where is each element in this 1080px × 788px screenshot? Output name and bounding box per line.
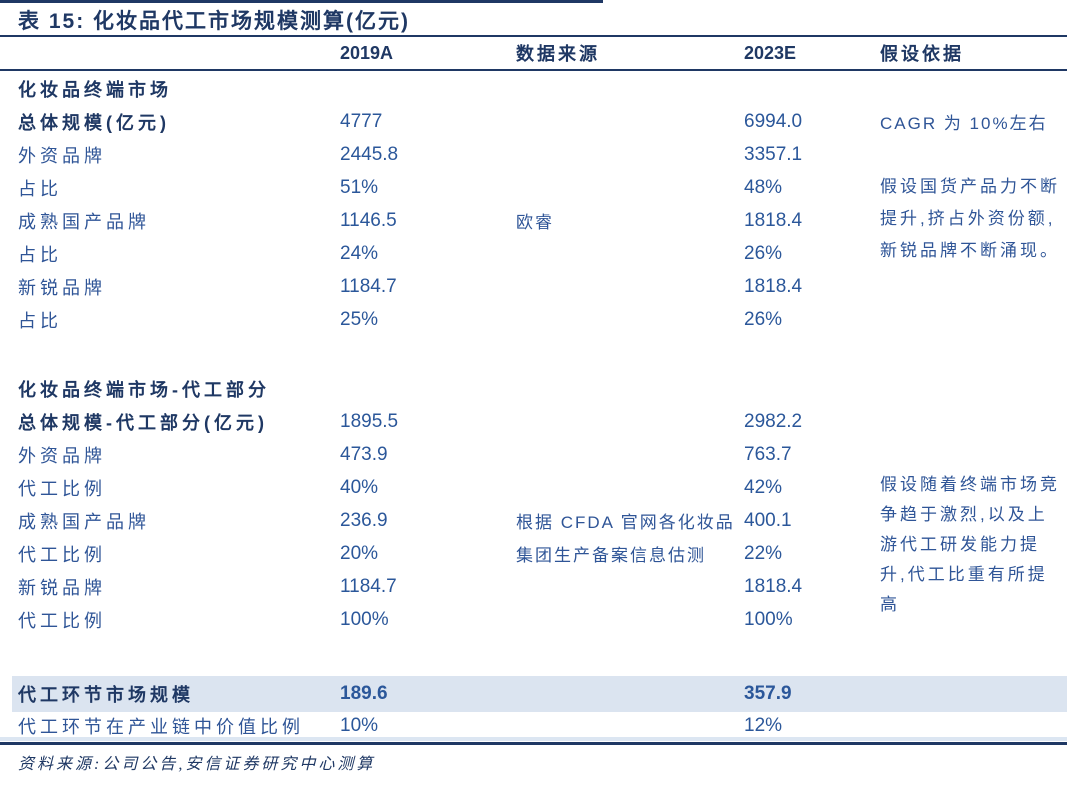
table-row-new-brands: 新锐品牌 1184.7 1818.4 xyxy=(0,270,1067,303)
row-label: 代工比例 xyxy=(18,544,106,565)
row-label: 新锐品牌 xyxy=(18,277,106,298)
value-2023: 26% xyxy=(744,308,783,330)
value-2019: 4777 xyxy=(340,110,383,132)
value-2019: 51% xyxy=(340,176,379,198)
column-header-source: 数据来源 xyxy=(516,44,600,64)
section-label: 化妆品终端市场 xyxy=(18,79,172,100)
value-2023: 12% xyxy=(744,715,783,736)
value-2019: 24% xyxy=(340,242,379,264)
value-2019: 25% xyxy=(340,308,379,330)
table-row-foreign-brands: 外资品牌 2445.8 3357.1 xyxy=(0,138,1067,171)
column-header-2023e: 2023E xyxy=(744,42,797,63)
table-row-mature-domestic: 成熟国产品牌 236.9 根据 CFDA 官网各化妆品 400.1 xyxy=(0,504,1067,537)
row-label: 外资品牌 xyxy=(18,145,106,166)
column-header-assumption: 假设依据 xyxy=(880,44,964,64)
spacer-row xyxy=(0,336,1067,372)
value-2023: 1818.4 xyxy=(744,575,803,597)
light-rule xyxy=(0,737,1067,741)
column-header-row: 2019A 数据来源 2023E 假设依据 xyxy=(0,38,1067,68)
value-2023: 48% xyxy=(744,176,783,198)
value-2023: 763.7 xyxy=(744,443,792,465)
row-label: 代工比例 xyxy=(18,478,106,499)
row-label: 代工环节市场规模 xyxy=(18,685,194,705)
row-label: 占比 xyxy=(18,178,62,199)
table-row-total-oem-size: 总体规模-代工部分(亿元) 1895.5 2982.2 xyxy=(0,405,1067,438)
value-2019: 189.6 xyxy=(340,683,388,704)
row-label: 新锐品牌 xyxy=(18,577,106,598)
value-2023: 1818.4 xyxy=(744,275,803,297)
section-row-oem-part: 化妆品终端市场-代工部分 xyxy=(0,372,1067,405)
value-2019: 1146.5 xyxy=(340,209,397,231)
top-rule xyxy=(0,0,603,3)
table-row-oem-ratio: 代工比例 20% 集团生产备案信息估测 22% xyxy=(0,537,1067,570)
table-row-share: 占比 25% 26% xyxy=(0,303,1067,336)
value-2023: 6994.0 xyxy=(744,110,803,132)
value-2023: 3357.1 xyxy=(744,143,803,165)
value-2019: 100% xyxy=(340,608,389,630)
section-row-terminal-market: 化妆品终端市场 xyxy=(0,72,1067,105)
value-2019: 1895.5 xyxy=(340,410,399,432)
value-2023: 22% xyxy=(744,542,783,564)
value-2023: 1818.4 xyxy=(744,209,803,231)
header-underline xyxy=(0,69,1067,71)
table-row-mature-domestic: 成熟国产品牌 1146.5 欧睿 1818.4 xyxy=(0,204,1067,237)
table-row-total-size: 总体规模(亿元) 4777 6994.0 CAGR 为 10%左右 xyxy=(0,105,1067,138)
table-title: 表 15: 化妆品代工市场规模测算(亿元) xyxy=(18,10,411,33)
value-2019: 236.9 xyxy=(340,509,388,531)
row-label: 代工环节在产业链中价值比例 xyxy=(18,717,304,737)
row-label: 占比 xyxy=(18,244,62,265)
value-assumption-cagr: CAGR 为 10%左右 xyxy=(880,114,1048,133)
assumption-note-oem: 假设随着终端市场竞争趋于激烈,以及上游代工研发能力提升,代工比重有所提高 xyxy=(880,475,1060,614)
row-label: 外资品牌 xyxy=(18,445,106,466)
value-source-cfda-line2: 集团生产备案信息估测 xyxy=(516,546,706,565)
value-2023: 100% xyxy=(744,608,793,630)
row-label: 占比 xyxy=(18,310,62,331)
assumption-note-terminal-market: 假设国货产品力不断提升,挤占外资份额,新锐品牌不断涌现。 xyxy=(880,177,1060,260)
table-row-share: 占比 51% 48% xyxy=(0,171,1067,204)
table-row-new-brands: 新锐品牌 1184.7 1818.4 xyxy=(0,570,1067,603)
column-header-2019a: 2019A xyxy=(340,42,394,63)
value-2019: 40% xyxy=(340,476,379,498)
section-label: 化妆品终端市场-代工部分 xyxy=(18,379,270,400)
title-underline xyxy=(0,35,1067,37)
value-2019: 1184.7 xyxy=(340,275,397,297)
value-2023: 26% xyxy=(744,242,783,264)
table-row-oem-ratio: 代工比例 40% 42% xyxy=(0,471,1067,504)
table-row-oem-market-size-highlight: 代工环节市场规模 189.6 357.9 xyxy=(12,676,1067,712)
row-label: 代工比例 xyxy=(18,610,106,631)
table-row-oem-ratio: 代工比例 100% 100% xyxy=(0,603,1067,636)
value-2019: 20% xyxy=(340,542,379,564)
row-label: 总体规模(亿元) xyxy=(18,112,170,133)
value-2019: 1184.7 xyxy=(340,575,397,597)
table-row-share: 占比 24% 26% xyxy=(0,237,1067,270)
value-2023: 2982.2 xyxy=(744,410,803,432)
table-row-foreign-brands: 外资品牌 473.9 763.7 xyxy=(0,438,1067,471)
row-label: 总体规模-代工部分(亿元) xyxy=(18,412,268,433)
value-source-cfda-line1: 根据 CFDA 官网各化妆品 xyxy=(516,513,735,532)
table-body: 化妆品终端市场 总体规模(亿元) 4777 6994.0 CAGR 为 10%左… xyxy=(0,72,1067,740)
value-2023: 42% xyxy=(744,476,783,498)
value-source-euromonitor: 欧睿 xyxy=(516,213,554,232)
row-label: 成熟国产品牌 xyxy=(18,511,150,532)
table-row-value-chain-ratio: 代工环节在产业链中价值比例 10% 12% xyxy=(0,712,1067,740)
bottom-rule xyxy=(0,742,1067,745)
value-2023: 357.9 xyxy=(744,683,792,704)
value-2023: 400.1 xyxy=(744,509,792,531)
spacer-row xyxy=(0,636,1067,676)
value-2019: 10% xyxy=(340,715,379,736)
value-2019: 473.9 xyxy=(340,443,388,465)
value-2019: 2445.8 xyxy=(340,143,399,165)
row-label: 成熟国产品牌 xyxy=(18,211,150,232)
source-note: 资料来源:公司公告,安信证券研究中心测算 xyxy=(18,756,376,773)
